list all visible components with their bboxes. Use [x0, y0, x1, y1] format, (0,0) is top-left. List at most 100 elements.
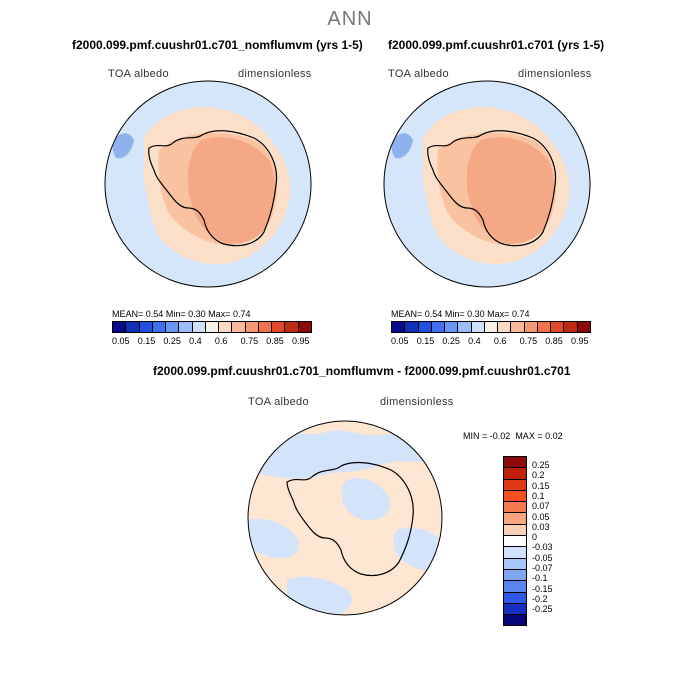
- panel-1-colorbar-swatch: [139, 322, 153, 332]
- coastline: [148, 130, 278, 247]
- panel-1-mean-value: 0.54: [145, 309, 164, 319]
- panel-2-colorbar-swatch: [524, 322, 538, 332]
- panel-2-variable: TOA albedo: [388, 68, 449, 80]
- panel-1-colorbar-swatch: [179, 322, 193, 332]
- panel-2-colorbar-swatch: [564, 322, 578, 332]
- blue-patch: [112, 133, 134, 159]
- panel-2-colorbar-swatch: [392, 322, 406, 332]
- diff-colorbar-swatch: [504, 513, 526, 525]
- panel-1-colorbar-swatch: [285, 322, 299, 332]
- panel-1-colorbar-tick: 0.85: [266, 336, 284, 346]
- diff-colorbar-label: 0.07: [532, 501, 550, 512]
- panel-1-title: f2000.099.pmf.cuushr01.c701_nomflumvm (y…: [72, 38, 363, 52]
- diff-colorbar-label: 0.05: [532, 511, 550, 522]
- diff-colorbar-swatch: [504, 592, 526, 604]
- panel-1-colorbar-swatch: [113, 322, 127, 332]
- diff-colorbar-label: 0.2: [532, 470, 545, 481]
- panel-2-colorbar-swatch: [484, 322, 499, 332]
- diff-colorbar-swatch: [504, 581, 526, 593]
- panel-1-colorbar-swatch: [298, 322, 311, 332]
- diff-colorbar-swatch: [504, 479, 526, 491]
- panel-2-min-label: Min=: [444, 309, 465, 319]
- diff-colorbar-swatch: [504, 457, 526, 469]
- panel-1-colorbar-swatch: [272, 322, 286, 332]
- panel-2-colorbar-swatch: [445, 322, 459, 332]
- panel-2-colorbar-swatch: [471, 322, 485, 332]
- panel-2-max-value: 0.74: [511, 309, 530, 319]
- diff-colorbar-swatch: [504, 502, 526, 514]
- diff-colorbar-swatch: [504, 558, 526, 570]
- diff-panel-units: dimensionless: [380, 396, 454, 408]
- panel-1-mean-label: MEAN=: [112, 309, 144, 319]
- panel-2-colorbar: [391, 321, 591, 333]
- diff-colorbar-label: 0.03: [532, 521, 550, 532]
- diff-colorbar-label: -0.03: [532, 542, 553, 553]
- polar-plateau: [187, 137, 276, 244]
- diff-colorbar-label: -0.2: [532, 593, 548, 604]
- panel-1-max-value: 0.74: [232, 309, 251, 319]
- panel-1-colorbar-swatch: [192, 322, 206, 332]
- panel-1-colorbar-swatch: [232, 322, 246, 332]
- negative-area-1: [248, 429, 442, 479]
- panel-1-units: dimensionless: [238, 68, 312, 80]
- diff-colorbar-swatch: [504, 524, 526, 537]
- figure-title: ANN: [327, 8, 373, 30]
- diff-colorbar-labels: 0.25 0.2 0.15 0.1 0.07 0.05 0.03 0 -0.03 -0.05 -0.…: [532, 456, 572, 622]
- negative-area-2: [341, 477, 391, 521]
- diff-min-label: MIN =: [463, 431, 488, 441]
- panel-1-colorbar-swatch: [166, 322, 180, 332]
- polar-plateau: [466, 137, 555, 244]
- panel-2-min-value: 0.30: [467, 309, 485, 319]
- panel-2-colorbar-tick: 0.6: [493, 336, 507, 346]
- panel-2-title: f2000.099.pmf.cuushr01.c701 (yrs 1-5): [388, 38, 605, 52]
- panel-2-colorbar-swatch: [551, 322, 565, 332]
- diff-colorbar: [503, 456, 527, 627]
- panel-1-colorbar-tick: 0.4: [189, 336, 202, 346]
- panel-1-colorbar-tick: 0.6: [214, 336, 228, 346]
- panel-2-colorbar-tick: 0.95: [571, 336, 589, 346]
- panel-2-colorbar-ticks: 0.05 0.15 0.25 0.4 0.6 0.75 0.85 0.95: [391, 336, 589, 348]
- diff-panel-map: [247, 420, 443, 616]
- diff-colorbar-swatch: [504, 569, 526, 582]
- panel-2-units: dimensionless: [518, 68, 592, 80]
- diff-colorbar-label: -0.07: [532, 563, 553, 573]
- coastline: [286, 461, 414, 577]
- panel-2-map: [383, 80, 591, 288]
- panel-1-min-value: 0.30: [188, 309, 206, 319]
- panel-2-colorbar-tick: 0.25: [442, 336, 460, 346]
- diff-colorbar-swatch: [504, 468, 526, 480]
- panel-1-colorbar-tick: 0.25: [163, 336, 181, 346]
- panel-1-map: [104, 80, 312, 288]
- diff-colorbar-label: -0.05: [532, 552, 553, 563]
- diff-colorbar-swatch: [504, 490, 526, 503]
- panel-1-colorbar-swatch: [205, 322, 220, 332]
- diff-colorbar-swatch: [504, 615, 526, 626]
- panel-2-colorbar-swatch: [537, 322, 552, 332]
- diff-max-value: 0.02: [545, 431, 563, 441]
- panel-2-colorbar-swatch: [511, 322, 525, 332]
- panel-2-colorbar-swatch: [418, 322, 432, 332]
- panel-2-colorbar-tick: 0.4: [468, 336, 481, 346]
- diff-colorbar-label: -0.15: [532, 583, 553, 594]
- panel-1-colorbar-tick: 0.05: [112, 336, 130, 346]
- diff-colorbar-swatch: [504, 603, 526, 616]
- panel-1-colorbar-swatch: [152, 322, 167, 332]
- diff-panel-variable: TOA albedo: [248, 396, 309, 408]
- panel-1-colorbar-swatch: [258, 322, 273, 332]
- diff-colorbar-label: -0.1: [532, 573, 548, 584]
- panel-1-min-label: Min=: [165, 309, 186, 319]
- diff-colorbar-label: 0.1: [532, 490, 545, 501]
- panel-1-colorbar-tick: 0.75: [240, 336, 259, 346]
- panel-1-colorbar-swatch: [219, 322, 233, 332]
- coastline: [427, 130, 557, 247]
- panel-2-colorbar-swatch: [431, 322, 446, 332]
- panel-2-colorbar-tick: 0.05: [391, 336, 409, 346]
- panel-2-mean-label: MEAN=: [391, 309, 423, 319]
- panel-1-colorbar-swatch: [126, 322, 140, 332]
- diff-colorbar-swatch: [504, 547, 526, 559]
- panel-1-colorbar-ticks: 0.05 0.15 0.25 0.4 0.6 0.75 0.85 0.95: [112, 336, 310, 348]
- panel-2-colorbar-tick: 0.15: [416, 336, 435, 346]
- panel-2-colorbar-tick: 0.85: [545, 336, 563, 346]
- panel-2-colorbar-swatch: [577, 322, 590, 332]
- diff-colorbar-label: -0.25: [532, 604, 553, 615]
